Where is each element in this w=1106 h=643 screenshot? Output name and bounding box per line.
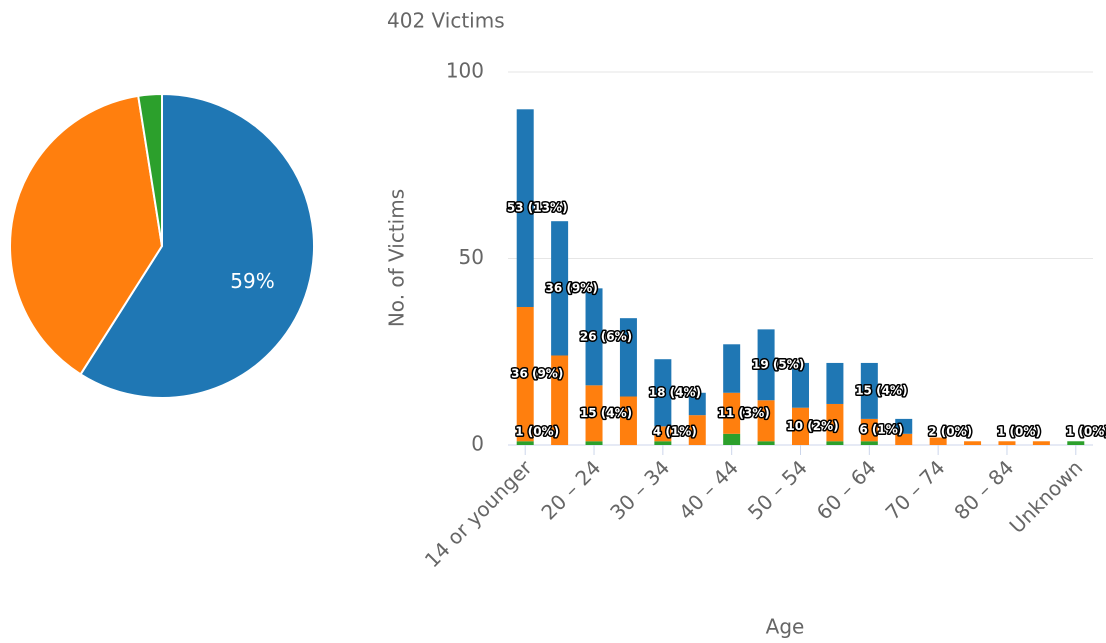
bar-segment	[998, 441, 1016, 445]
bar-segment	[826, 403, 844, 442]
bar-segment	[792, 362, 809, 408]
data-label: 2 (0%)	[928, 425, 972, 439]
data-label: 11 (3%)	[718, 406, 770, 420]
bar-segment	[895, 418, 913, 434]
chart-title: 402 Victims	[387, 9, 505, 33]
bar-segment	[551, 355, 569, 445]
bar-segment	[585, 288, 603, 386]
x-tick-label: Unknown	[1005, 455, 1088, 538]
bar-segment	[585, 441, 603, 445]
data-label: 4 (1%)	[653, 425, 697, 439]
bar-segment	[551, 221, 569, 356]
bar-segment	[860, 441, 878, 445]
bar-segment	[826, 362, 844, 404]
data-label: 6 (1%)	[859, 423, 903, 437]
bar-segment	[964, 441, 982, 445]
data-label: 10 (2%)	[786, 419, 838, 433]
bar-segment	[688, 392, 706, 416]
bar-segment	[723, 344, 741, 393]
slice-label: 59%	[230, 269, 274, 293]
pie-slice	[79, 92, 315, 399]
bar-segment	[895, 433, 913, 445]
data-label: 15 (4%)	[855, 383, 907, 397]
x-tick-label: 20 – 24	[536, 455, 605, 524]
pie-slice	[9, 94, 164, 376]
bar-segment	[619, 318, 637, 397]
bar-segment	[654, 426, 672, 442]
x-tick-label: 80 – 84	[949, 455, 1018, 524]
data-label: 1 (0%)	[515, 425, 559, 439]
bar-segment	[757, 400, 775, 442]
bar-segment	[757, 329, 775, 401]
x-tick-label: 50 – 54	[743, 455, 812, 524]
data-label: 18 (4%)	[649, 385, 701, 399]
data-label: 15 (4%)	[580, 406, 632, 420]
x-tick-label: 60 – 64	[812, 455, 881, 524]
data-label: 19 (5%)	[752, 357, 804, 371]
bar-segment	[723, 433, 741, 445]
bar-segment	[619, 396, 637, 445]
data-label: 36 (9%)	[511, 367, 563, 381]
data-label: 26 (6%)	[580, 329, 632, 343]
bar-segment	[860, 362, 878, 419]
bar-segment	[688, 415, 706, 445]
bar-segment	[1032, 441, 1050, 445]
bar-segment	[516, 441, 534, 445]
data-label: 1 (0%)	[997, 425, 1041, 439]
x-tick-label: 14 or younger	[420, 455, 537, 572]
x-tick-label: 70 – 74	[881, 455, 950, 524]
bar-segment	[929, 437, 947, 445]
x-tick-label: 30 – 34	[605, 455, 674, 524]
bar-segment	[654, 359, 672, 427]
bar-segment	[792, 407, 809, 445]
y-axis-label: No. of Victims	[385, 189, 409, 327]
y-tick-label: 50	[459, 245, 484, 269]
bar-segment	[826, 441, 844, 445]
bar-segment	[1067, 441, 1085, 445]
y-tick-label: 100	[446, 59, 484, 83]
bar-segment	[757, 441, 775, 445]
bar-segment	[860, 418, 878, 442]
pie-slice	[137, 92, 163, 247]
bar-segment	[516, 306, 534, 442]
x-axis-label: Age	[766, 615, 805, 639]
y-tick-label: 0	[471, 432, 484, 456]
bar-segment	[654, 441, 672, 445]
data-label: 53 (13%)	[507, 201, 568, 215]
bar-segment	[723, 392, 741, 434]
data-label: 1 (0%)	[1066, 425, 1106, 439]
x-tick-label: 40 – 44	[674, 455, 743, 524]
data-label: 36 (9%)	[546, 281, 598, 295]
bar-segment	[516, 109, 534, 307]
bar-segment	[585, 385, 603, 442]
